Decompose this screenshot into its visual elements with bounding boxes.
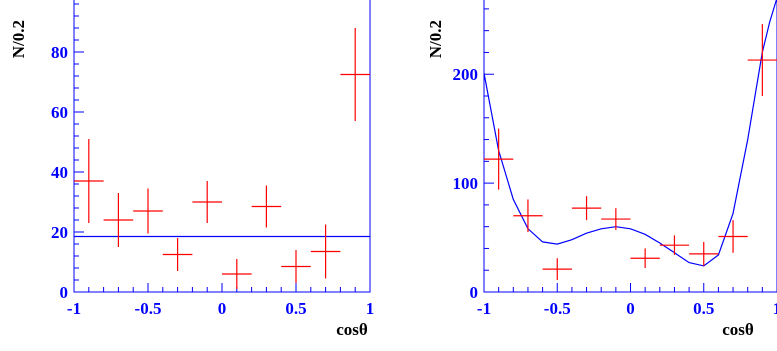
- x-tick-label: -0.5: [544, 299, 571, 318]
- y-axis-label: N/0.2: [9, 20, 28, 58]
- data-point: [542, 258, 572, 281]
- data-point: [689, 241, 719, 266]
- data-point: [630, 248, 660, 269]
- x-tick-label: 0: [218, 299, 227, 318]
- y-tick-label: 0: [470, 283, 479, 302]
- y-tick-label: 40: [51, 163, 68, 182]
- data-point: [340, 28, 370, 121]
- data-point: [601, 208, 631, 230]
- x-axis-label: cosθ: [336, 320, 368, 339]
- data-point: [747, 24, 777, 96]
- data-point: [484, 128, 514, 190]
- x-tick-label: -0.5: [135, 299, 162, 318]
- x-tick-label: -1: [477, 299, 491, 318]
- x-tick-label: 1: [366, 299, 375, 318]
- x-tick-label: 0: [626, 299, 635, 318]
- data-point: [103, 193, 134, 247]
- data-point: [718, 220, 748, 253]
- y-tick-label: 20: [51, 223, 68, 242]
- y-tick-label: 0: [60, 283, 69, 302]
- data-point: [251, 185, 282, 228]
- x-tick-label: 0.5: [285, 299, 306, 318]
- fit-curve: [483, 0, 777, 267]
- right-panel: -1 -0.5 0 0.5 1 0 100 200 N/0.2 cosθ: [426, 0, 777, 339]
- data-point: [133, 188, 163, 234]
- x-tick-label: -1: [67, 299, 81, 318]
- x-tick-label: 0.5: [693, 299, 714, 318]
- data-point: [222, 259, 252, 289]
- data-point: [192, 181, 222, 223]
- y-tick-label: 100: [453, 174, 479, 193]
- y-tick-label: 200: [453, 65, 479, 84]
- data-point: [281, 250, 311, 283]
- y-tick-label: 60: [51, 103, 68, 122]
- y-axis-label: N/0.2: [426, 20, 445, 58]
- y-tick-label: 80: [51, 43, 68, 62]
- data-point: [571, 196, 602, 221]
- data-point: [162, 238, 193, 271]
- x-tick-label: 1: [773, 299, 777, 318]
- data-point: [659, 235, 690, 255]
- x-axis-label: cosθ: [722, 320, 754, 339]
- data-point: [513, 199, 543, 233]
- data-point: [310, 224, 341, 279]
- data-point: [74, 139, 104, 223]
- left-panel: -1 -0.5 0 0.5 1 0 20 40 60 80 N/0.2 cosθ: [9, 0, 374, 339]
